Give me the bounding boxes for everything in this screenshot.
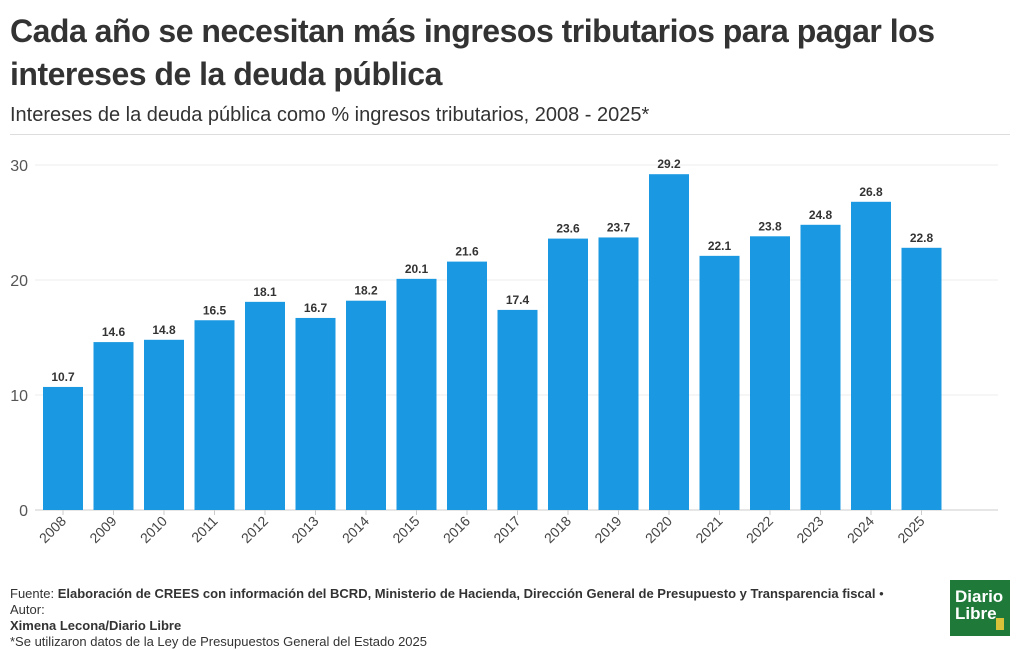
logo-line-2: Libre: [955, 604, 997, 623]
chart-title: Cada año se necesitan más ingresos tribu…: [10, 13, 935, 92]
bar-2023[interactable]: [800, 224, 841, 511]
data-label-2024: 26.8: [859, 185, 883, 199]
y-axis-ticks: 0 10 20 30: [10, 158, 28, 520]
bar-2012[interactable]: [245, 301, 285, 510]
data-label-2016: 21.6: [455, 245, 479, 259]
bar-2018[interactable]: [548, 238, 588, 510]
bar-2009[interactable]: [93, 342, 134, 510]
x-tick-label-2009: 2009: [86, 513, 119, 546]
x-tick-label-2024: 2024: [844, 513, 877, 546]
footer: Fuente: Elaboración de CREES con informa…: [10, 586, 910, 650]
bar-2021[interactable]: [699, 255, 740, 510]
x-tick-label-2018: 2018: [541, 513, 574, 546]
data-label-2017: 17.4: [506, 293, 530, 307]
x-axis-ticks: 2008 2009 2010 2011 2012 2013 2014 2015 2016 2017…: [36, 510, 928, 546]
data-label-2011: 16.5: [203, 303, 227, 317]
bar-2014[interactable]: [346, 300, 386, 510]
data-label-2008: 10.7: [51, 370, 75, 384]
x-tick-label-2022: 2022: [743, 513, 776, 546]
bar-2019[interactable]: [598, 237, 639, 510]
data-label-2020: 29.2: [657, 157, 681, 171]
source-line: Fuente: Elaboración de CREES con informa…: [10, 586, 910, 634]
x-tick-label-2010: 2010: [137, 513, 170, 546]
y-tick-label: 10: [10, 388, 28, 405]
x-tick-label-2017: 2017: [490, 513, 523, 546]
data-label-2009: 14.6: [102, 325, 126, 339]
bar-2017[interactable]: [497, 309, 538, 510]
data-label-2019: 23.7: [607, 220, 631, 234]
source-text: Elaboración de CREES con información del…: [57, 586, 876, 601]
bar-2010[interactable]: [144, 339, 184, 510]
data-label-2018: 23.6: [556, 222, 580, 236]
x-tick-label-2012: 2012: [238, 513, 271, 546]
data-label-2015: 20.1: [405, 262, 429, 276]
bar-2016[interactable]: [447, 261, 487, 510]
author-name: Ximena Lecona/Diario Libre: [10, 618, 182, 633]
statue-icon: [996, 618, 1004, 630]
bar-2022[interactable]: [750, 236, 790, 511]
bars: [43, 174, 942, 511]
x-tick-label-2011: 2011: [188, 513, 221, 546]
y-tick-label: 30: [10, 158, 28, 175]
bar-2011[interactable]: [194, 320, 235, 510]
x-tick-label-2016: 2016: [440, 513, 473, 546]
bar-chart: 0 10 20 30 10.7 14.6 14.8 16.5 18.1 16.7 18.2 20.1…: [10, 157, 998, 546]
data-label-2013: 16.7: [304, 301, 328, 315]
data-label-2021: 22.1: [708, 239, 732, 253]
bar-2015[interactable]: [396, 278, 437, 510]
x-tick-label-2021: 2021: [692, 513, 725, 546]
data-labels: 10.7 14.6 14.8 16.5 18.1 16.7 18.2 20.1 21.6 17.4…: [51, 157, 933, 384]
bar-2008[interactable]: [43, 386, 83, 510]
y-tick-label: 20: [10, 273, 28, 290]
chart-subtitle: Intereses de la deuda pública como % ing…: [10, 104, 650, 126]
x-tick-label-2015: 2015: [389, 513, 422, 546]
data-label-2023: 24.8: [809, 208, 833, 222]
header-divider: [10, 134, 1010, 135]
bar-2013[interactable]: [295, 317, 336, 510]
x-tick-label-2025: 2025: [894, 513, 927, 546]
x-tick-label-2019: 2019: [591, 513, 624, 546]
source-prefix: Fuente:: [10, 586, 58, 601]
bar-2020[interactable]: [649, 174, 689, 510]
x-tick-label-2023: 2023: [793, 513, 826, 546]
author-prefix: • Autor:: [10, 586, 884, 617]
x-tick-label-2020: 2020: [642, 513, 675, 546]
footnote: *Se utilizaron datos de la Ley de Presup…: [10, 634, 427, 649]
logo-line-1: Diario: [955, 587, 1004, 606]
bar-2025[interactable]: [901, 247, 942, 511]
data-label-2012: 18.1: [253, 285, 277, 299]
y-tick-label: 0: [19, 503, 28, 520]
data-label-2010: 14.8: [152, 323, 176, 337]
data-label-2022: 23.8: [758, 219, 782, 233]
x-tick-label-2014: 2014: [339, 513, 372, 546]
diario-libre-logo[interactable]: Diario Libre: [950, 580, 1010, 636]
data-label-2025: 22.8: [910, 231, 934, 245]
bar-2024[interactable]: [851, 201, 891, 511]
data-label-2014: 18.2: [354, 284, 378, 298]
x-tick-label-2013: 2013: [288, 513, 321, 546]
x-tick-label-2008: 2008: [36, 513, 69, 546]
